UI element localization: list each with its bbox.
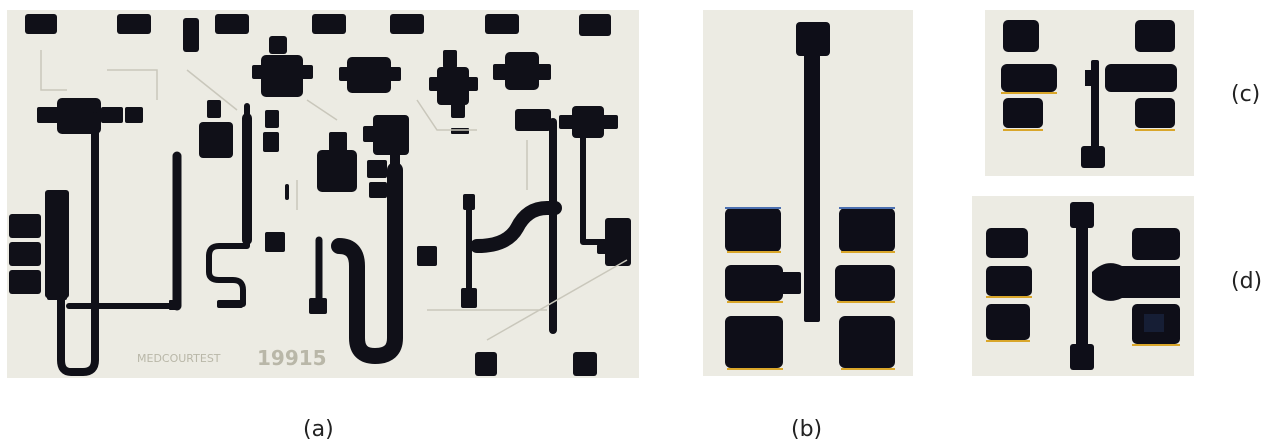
panel-c-structure-drawing xyxy=(1001,20,1177,168)
panel-b-chip-photo xyxy=(703,10,913,376)
caption-d: (d) xyxy=(1231,269,1263,294)
chip-marking-text: MEDCOURTEST xyxy=(137,352,221,365)
panel-d-chip-photo xyxy=(972,196,1194,376)
panel-a-chip-photo: MEDCOURTEST 19915 xyxy=(7,10,639,378)
caption-c: (c) xyxy=(1231,82,1261,107)
caption-b: (b) xyxy=(791,417,823,442)
panel-c-chip-photo xyxy=(985,10,1194,176)
panel-a-circuit-drawing: MEDCOURTEST 19915 xyxy=(9,14,631,376)
panel-d-structure-drawing xyxy=(986,202,1180,370)
chip-serial-number: 19915 xyxy=(257,346,327,370)
panel-b-structure-drawing xyxy=(725,22,895,370)
caption-a: (a) xyxy=(303,417,334,442)
